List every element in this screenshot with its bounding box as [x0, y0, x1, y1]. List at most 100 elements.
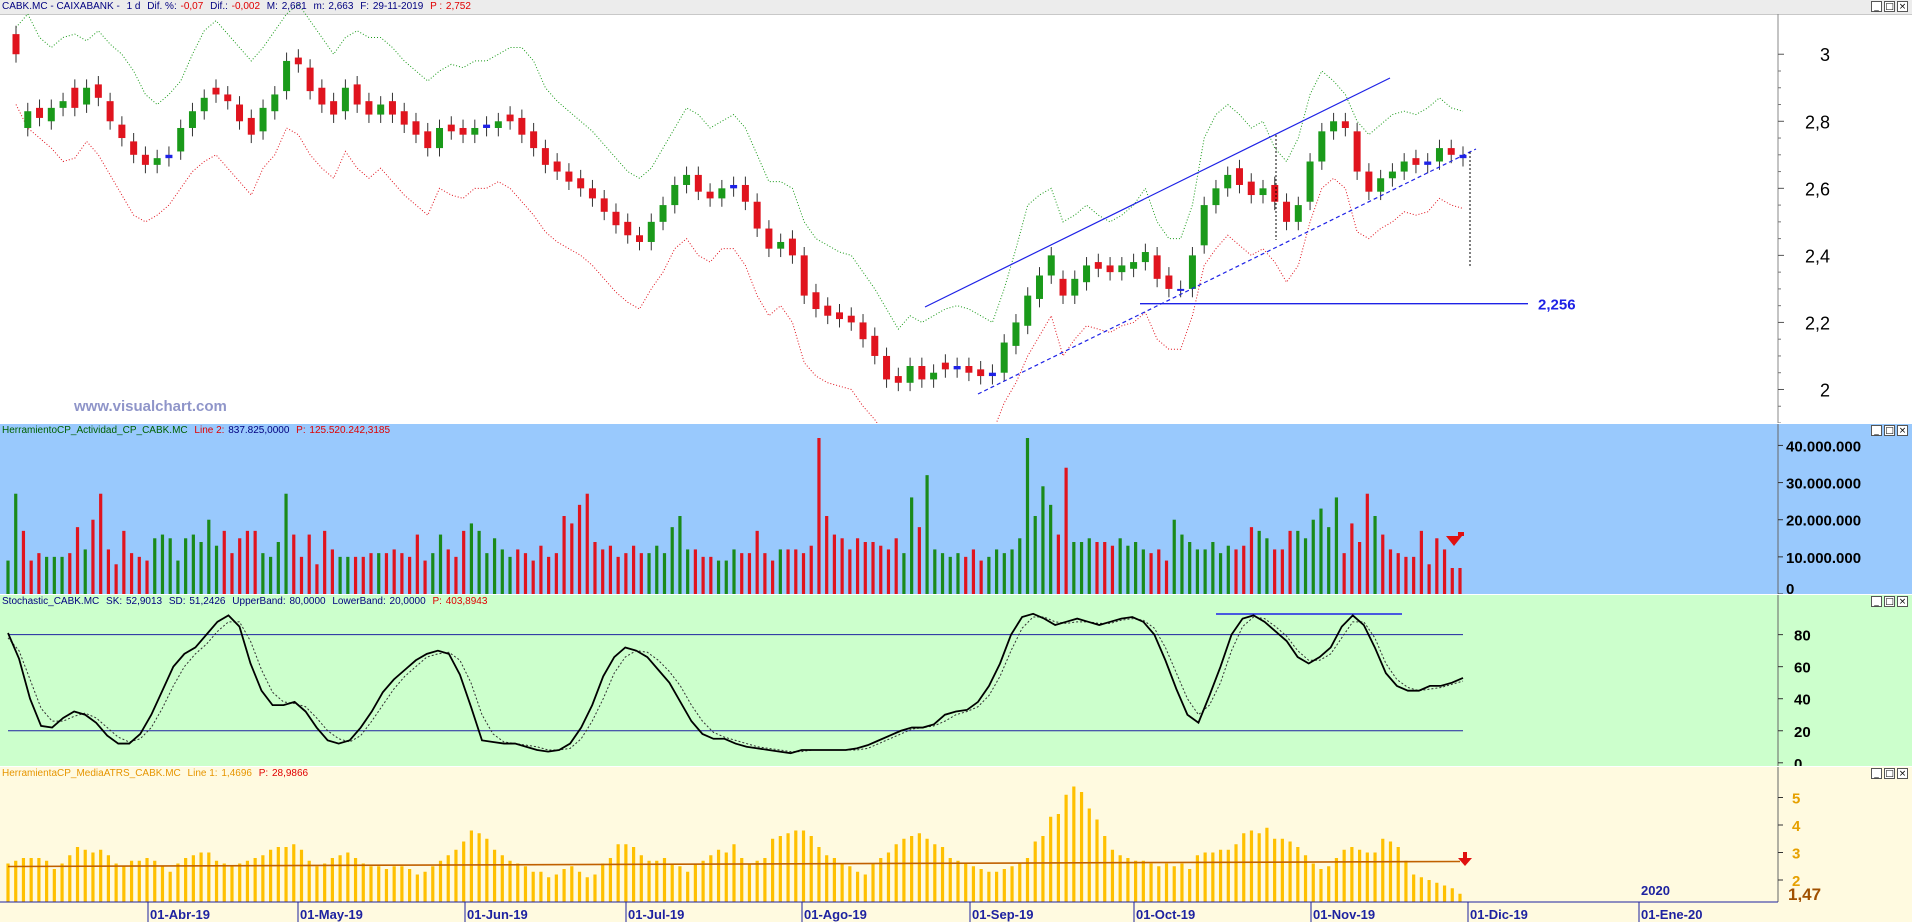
- volume-bar: [1049, 504, 1053, 594]
- volume-bar: [438, 534, 443, 594]
- candle-body: [953, 366, 961, 370]
- volume-maximize-button[interactable]: □: [1884, 425, 1895, 436]
- volume-bar: [1257, 530, 1261, 594]
- dif-pct-label: Dif. %:: [147, 1, 177, 12]
- minimize-button[interactable]: _: [1871, 1, 1882, 12]
- volume-bar: [114, 564, 118, 594]
- volume-bar: [99, 493, 103, 594]
- atr-pane[interactable]: HerramientaCP_MediaATRS_CABK.MC Line 1: …: [0, 767, 1912, 922]
- stochastic-chart-svg: 80 60 40 20 0: [7, 595, 1811, 766]
- atr-bar: [315, 866, 319, 902]
- atr-bar: [577, 871, 582, 902]
- atr-bar: [1327, 866, 1331, 902]
- candle-body: [153, 158, 161, 165]
- atr-bar: [1419, 877, 1423, 902]
- atr-bar: [863, 874, 867, 902]
- atr-bar: [1249, 830, 1254, 902]
- volume-bar: [176, 560, 180, 594]
- atr-bar: [531, 871, 535, 902]
- candle-body: [200, 97, 208, 112]
- volume-bar: [207, 519, 211, 594]
- volume-bar: [45, 556, 49, 594]
- stoch-ub-label: UpperBand:: [232, 596, 286, 607]
- volume-y-tick-label: 10.000.000: [1786, 550, 1861, 567]
- atr-bar: [693, 863, 697, 902]
- atr-bar: [1118, 855, 1122, 902]
- atr-bar: [825, 855, 829, 902]
- volume-bar: [832, 534, 837, 594]
- atr-bar: [724, 852, 728, 902]
- volume-bar: [763, 553, 767, 594]
- volume-bar: [184, 538, 188, 594]
- volume-bar: [1203, 549, 1207, 594]
- volume-bar: [37, 553, 41, 594]
- atr-bar: [508, 860, 512, 902]
- watermark: www.visualchart.com: [74, 398, 227, 415]
- atr-bar: [114, 863, 118, 902]
- atr-bar: [1273, 838, 1277, 902]
- stoch-maximize-button[interactable]: □: [1884, 596, 1895, 607]
- atr-bar: [1110, 849, 1115, 902]
- atr-bar: [940, 847, 945, 902]
- maximize-button[interactable]: □: [1884, 1, 1895, 12]
- atr-close-button[interactable]: ×: [1897, 768, 1908, 779]
- time-axis-label: 01-Jul-19: [628, 907, 684, 922]
- atr-bar: [1126, 858, 1130, 902]
- volume-bar: [1149, 553, 1153, 594]
- atr-bar: [384, 869, 389, 902]
- volume-bar: [1381, 534, 1385, 594]
- volume-bar: [1110, 545, 1115, 594]
- atr-bar: [1211, 852, 1215, 902]
- candle-body: [1294, 205, 1302, 222]
- year-label: 2020: [1641, 883, 1670, 898]
- volume-bar: [1095, 542, 1099, 594]
- stoch-minimize-button[interactable]: _: [1871, 596, 1882, 607]
- close-button[interactable]: ×: [1897, 1, 1908, 12]
- candle-body: [706, 191, 714, 199]
- volume-y-tick-label: 30.000.000: [1786, 476, 1861, 493]
- volume-minimize-button[interactable]: _: [1871, 425, 1882, 436]
- atr-bar: [686, 871, 690, 902]
- price-y-tick-label: 2,4: [1805, 246, 1830, 266]
- atr-bar: [701, 860, 705, 902]
- volume-bar: [392, 549, 396, 594]
- atr-line-label: Line 1:: [187, 768, 218, 779]
- min-value: 2,663: [328, 1, 354, 12]
- upper-channel-trendline: [924, 77, 1391, 308]
- volume-bar: [855, 538, 860, 594]
- price-chart-pane[interactable]: CABK.MC - CAIXABANK - 1 d Dif. %: -0,07 …: [0, 0, 1912, 423]
- atr-bar: [284, 847, 288, 902]
- volume-bar: [1172, 519, 1176, 594]
- volume-bar: [106, 549, 111, 594]
- candle-body: [1000, 342, 1008, 373]
- volume-bar: [276, 542, 280, 594]
- price-label: P :: [430, 1, 443, 12]
- atr-minimize-button[interactable]: _: [1871, 768, 1882, 779]
- volume-bar: [616, 556, 620, 594]
- stoch-close-button[interactable]: ×: [1897, 596, 1908, 607]
- volume-bar: [940, 553, 945, 594]
- volume-bar: [423, 560, 427, 594]
- atr-bar: [1072, 786, 1076, 902]
- volume-bar: [245, 530, 250, 594]
- candle-body: [1141, 252, 1149, 263]
- atr-bar: [160, 866, 165, 902]
- atr-bar: [500, 855, 504, 902]
- volume-bar: [1103, 542, 1107, 594]
- volume-bar: [1412, 556, 1416, 594]
- candle-body: [1083, 265, 1091, 283]
- atr-maximize-button[interactable]: □: [1884, 768, 1895, 779]
- volume-close-button[interactable]: ×: [1897, 425, 1908, 436]
- stochastic-pane[interactable]: Stochastic_CABK.MC SK: 52,9013 SD: 51,24…: [0, 595, 1912, 766]
- candle-body: [1130, 262, 1138, 269]
- volume-bar: [593, 542, 597, 594]
- volume-bar: [91, 519, 95, 594]
- atr-p-value: 28,9866: [271, 768, 309, 779]
- atr-bar: [307, 860, 311, 902]
- candle-body: [424, 131, 432, 149]
- atr-bar: [585, 877, 589, 902]
- volume-bar: [1041, 486, 1045, 594]
- volume-pane[interactable]: HerramientoCP_Actividad_CP_CABK.MC Line …: [0, 424, 1912, 594]
- atr-bar: [52, 869, 56, 902]
- candle-body: [765, 228, 773, 249]
